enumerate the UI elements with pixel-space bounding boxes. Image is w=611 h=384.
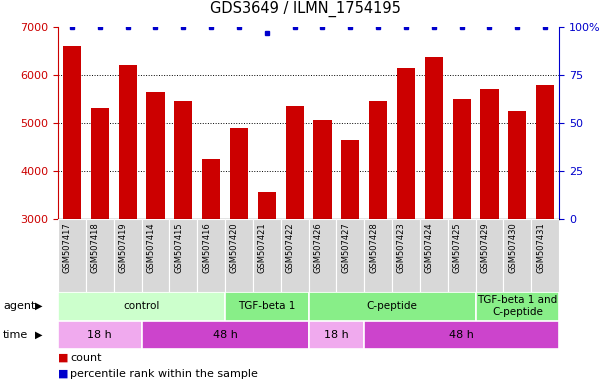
Text: GSM507425: GSM507425 [453, 223, 462, 273]
Text: GSM507423: GSM507423 [397, 223, 406, 273]
Text: GSM507418: GSM507418 [91, 223, 100, 273]
Bar [508, 111, 526, 219]
Text: GSM507422: GSM507422 [285, 223, 295, 273]
Bar [503, 219, 531, 292]
Bar [147, 92, 164, 219]
Text: GSM507421: GSM507421 [258, 223, 267, 273]
Bar [369, 101, 387, 219]
Text: GSM507424: GSM507424 [425, 223, 434, 273]
Text: 48 h: 48 h [213, 330, 238, 340]
Bar [63, 46, 81, 219]
Text: GSM507415: GSM507415 [174, 223, 183, 273]
Text: count: count [70, 353, 102, 363]
Bar [225, 219, 253, 292]
Text: time: time [3, 330, 28, 340]
Bar [453, 99, 470, 219]
Bar [309, 292, 475, 321]
Bar [119, 65, 137, 219]
Text: ■: ■ [58, 353, 68, 363]
Text: 18 h: 18 h [324, 330, 349, 340]
Bar [309, 219, 337, 292]
Bar [536, 86, 554, 219]
Bar [475, 292, 559, 321]
Bar [142, 321, 309, 349]
Text: ▶: ▶ [35, 330, 42, 340]
Text: ■: ■ [58, 369, 68, 379]
Bar [142, 219, 169, 292]
Bar [397, 68, 415, 219]
Bar [342, 140, 359, 219]
Bar [364, 321, 559, 349]
Bar [258, 192, 276, 219]
Text: GSM507430: GSM507430 [508, 223, 518, 273]
Text: GDS3649 / ILMN_1754195: GDS3649 / ILMN_1754195 [210, 1, 401, 17]
Text: GSM507429: GSM507429 [480, 223, 489, 273]
Text: 18 h: 18 h [87, 330, 112, 340]
Text: GSM507419: GSM507419 [119, 223, 128, 273]
Text: ▶: ▶ [35, 301, 42, 311]
Bar [475, 219, 503, 292]
Bar [309, 321, 364, 349]
Bar [280, 219, 309, 292]
Text: C-peptide: C-peptide [367, 301, 417, 311]
Bar [531, 219, 559, 292]
Bar [169, 219, 197, 292]
Bar [448, 219, 475, 292]
Bar [58, 219, 86, 292]
Bar [337, 219, 364, 292]
Bar [364, 219, 392, 292]
Text: GSM507427: GSM507427 [342, 223, 350, 273]
Bar [174, 101, 192, 219]
Text: GSM507414: GSM507414 [147, 223, 155, 273]
Text: control: control [123, 301, 159, 311]
Bar [91, 109, 109, 219]
Bar [253, 219, 280, 292]
Text: GSM507416: GSM507416 [202, 223, 211, 273]
Text: TGF-beta 1: TGF-beta 1 [238, 301, 296, 311]
Bar [58, 292, 225, 321]
Bar [425, 56, 443, 219]
Text: TGF-beta 1 and
C-peptide: TGF-beta 1 and C-peptide [477, 295, 557, 317]
Bar [230, 127, 248, 219]
Text: agent: agent [3, 301, 35, 311]
Text: 48 h: 48 h [449, 330, 474, 340]
Bar [197, 219, 225, 292]
Bar [114, 219, 142, 292]
Bar [420, 219, 448, 292]
Text: GSM507431: GSM507431 [536, 223, 545, 273]
Bar [392, 219, 420, 292]
Text: percentile rank within the sample: percentile rank within the sample [70, 369, 258, 379]
Bar [313, 121, 332, 219]
Text: GSM507420: GSM507420 [230, 223, 239, 273]
Bar [480, 89, 499, 219]
Bar [86, 219, 114, 292]
Bar [202, 159, 220, 219]
Bar [58, 321, 142, 349]
Text: GSM507426: GSM507426 [313, 223, 323, 273]
Bar [225, 292, 309, 321]
Text: GSM507428: GSM507428 [369, 223, 378, 273]
Bar [285, 106, 304, 219]
Text: GSM507417: GSM507417 [63, 223, 72, 273]
